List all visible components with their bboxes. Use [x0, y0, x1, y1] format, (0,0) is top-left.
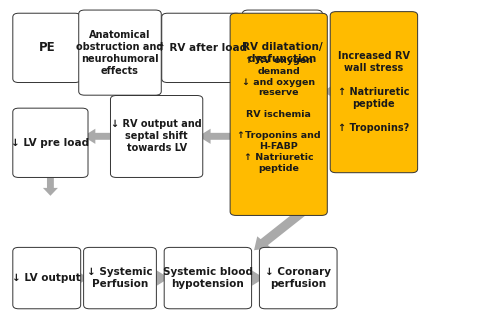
FancyBboxPatch shape: [78, 10, 162, 95]
FancyBboxPatch shape: [110, 96, 203, 177]
Polygon shape: [275, 91, 290, 99]
Polygon shape: [75, 270, 88, 286]
Text: Increased RV
wall stress

↑ Natriuretic
peptide

↑ Troponins?: Increased RV wall stress ↑ Natriuretic p…: [338, 51, 410, 133]
Text: PE: PE: [38, 41, 55, 54]
Text: ↓ RV output and
septal shift
towards LV: ↓ RV output and septal shift towards LV: [111, 119, 202, 154]
Text: ↑ RV after load: ↑ RV after load: [156, 43, 247, 53]
FancyBboxPatch shape: [162, 13, 242, 82]
Polygon shape: [235, 41, 247, 56]
Polygon shape: [72, 41, 85, 56]
Text: Systemic blood
hypotension: Systemic blood hypotension: [163, 267, 253, 289]
Text: ↓ Systemic
Perfusion: ↓ Systemic Perfusion: [87, 267, 153, 289]
Polygon shape: [323, 84, 336, 99]
Polygon shape: [43, 174, 58, 196]
FancyBboxPatch shape: [84, 247, 156, 309]
Polygon shape: [150, 270, 169, 286]
FancyBboxPatch shape: [330, 12, 418, 173]
FancyBboxPatch shape: [260, 247, 337, 309]
FancyBboxPatch shape: [13, 13, 80, 82]
Text: ↓ Coronary
perfusion: ↓ Coronary perfusion: [265, 267, 331, 289]
Polygon shape: [246, 270, 264, 286]
Polygon shape: [254, 209, 306, 250]
FancyBboxPatch shape: [164, 247, 252, 309]
Text: ↑ RV oxygen
demand
↓ and oxygen
reserve

RV ischemia

↑Troponins and
H-FABP
↑ Na: ↑ RV oxygen demand ↓ and oxygen reserve …: [237, 56, 320, 173]
Text: ↓ LV pre load: ↓ LV pre load: [12, 138, 90, 148]
FancyBboxPatch shape: [230, 13, 328, 215]
FancyBboxPatch shape: [242, 10, 322, 95]
FancyBboxPatch shape: [13, 108, 88, 177]
Polygon shape: [83, 129, 116, 144]
Text: Anatomical
obstruction and
neurohumoral
effects: Anatomical obstruction and neurohumoral …: [76, 30, 164, 76]
Text: ↓ LV output: ↓ LV output: [12, 273, 81, 283]
FancyBboxPatch shape: [13, 247, 80, 309]
Polygon shape: [154, 41, 166, 56]
Polygon shape: [198, 129, 236, 144]
Text: RV dilatation/
dysfunction: RV dilatation/ dysfunction: [242, 42, 322, 64]
